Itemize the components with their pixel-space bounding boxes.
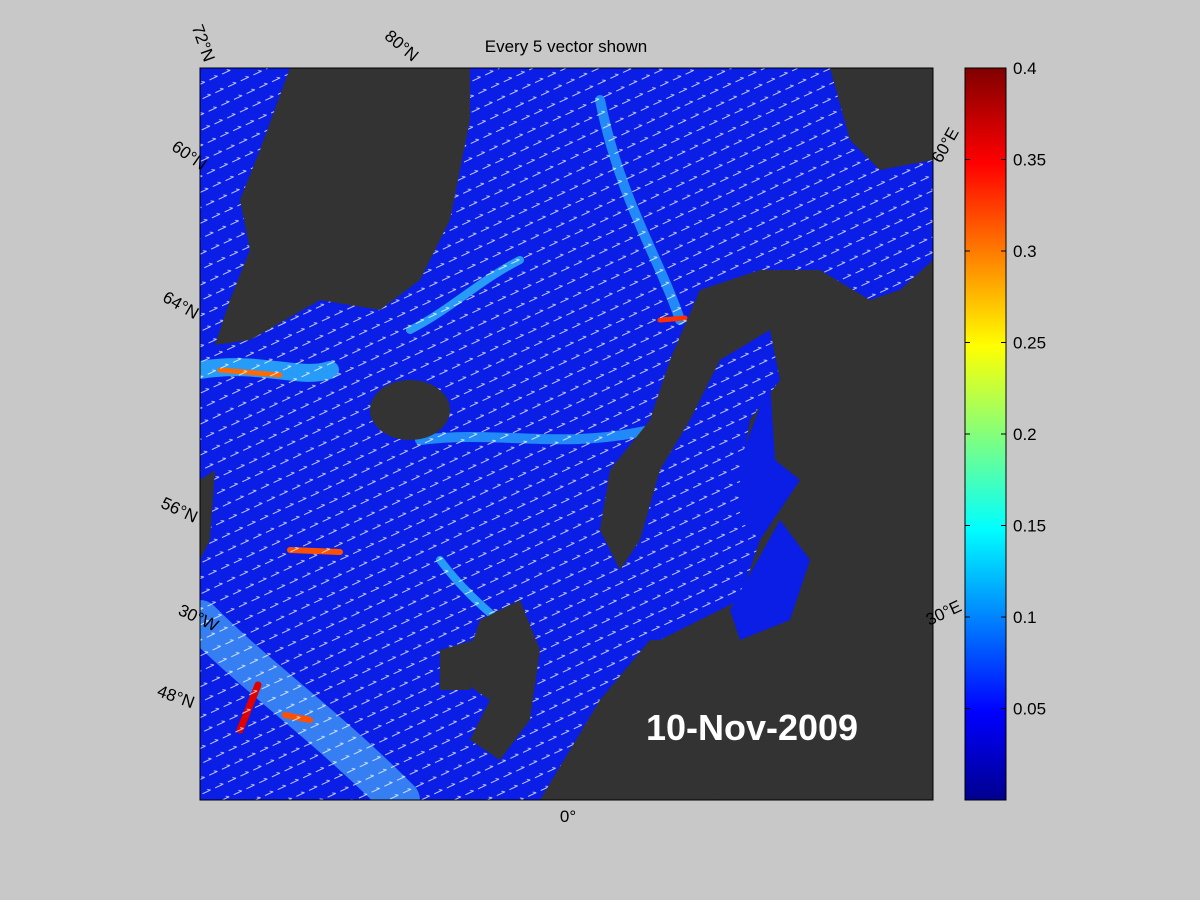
map	[200, 68, 933, 800]
lat-label: 72°N	[188, 22, 219, 64]
lat-label: 48°N	[155, 681, 197, 712]
colorbar-ticks: 0.05 0.1 0.15 0.2 0.25 0.3 0.35 0.4	[965, 59, 1046, 719]
colorbar-tick-label: 0.1	[1013, 608, 1037, 627]
colorbar-tick-label: 0.2	[1013, 425, 1037, 444]
lat-label: 56°N	[158, 493, 200, 526]
colorbar-tick-label: 0.35	[1013, 151, 1046, 170]
colorbar-tick-label: 0.05	[1013, 700, 1046, 719]
lat-label: 64°N	[160, 288, 202, 323]
lon-label: 0°	[560, 807, 576, 826]
date-label: 10-Nov-2009	[646, 707, 858, 748]
colorbar	[964, 67, 1007, 801]
land	[200, 68, 933, 800]
colorbar-tick-label: 0.4	[1013, 59, 1037, 78]
colorbar-tick-label: 0.3	[1013, 242, 1037, 261]
colorbar-tick-label: 0.25	[1013, 334, 1046, 353]
map-frame	[199, 67, 934, 801]
colorbar-tick-label: 0.15	[1013, 517, 1046, 536]
title: Every 5 vector shown	[485, 37, 648, 56]
lat-label: 80°N	[381, 26, 422, 65]
